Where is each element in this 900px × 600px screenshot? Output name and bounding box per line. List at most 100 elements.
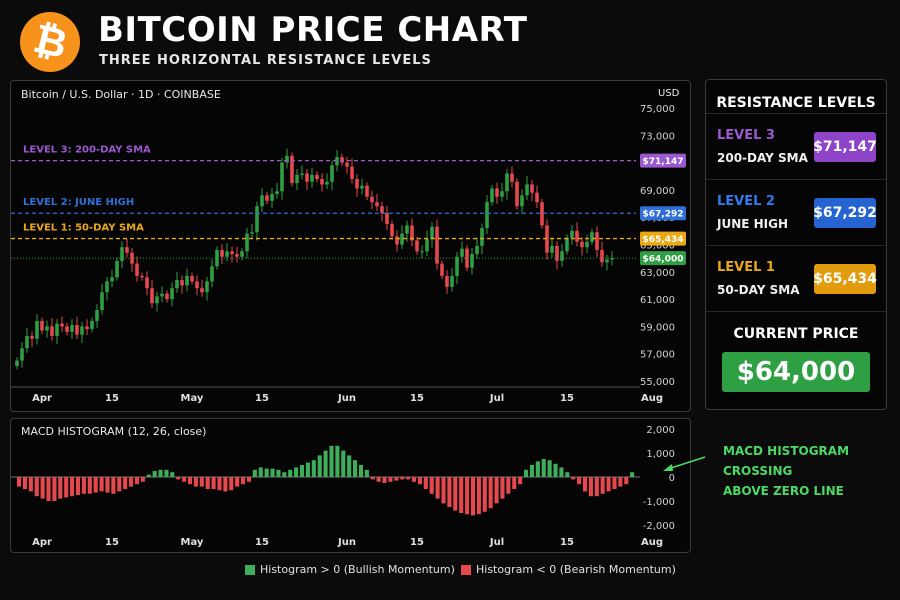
macd-histogram-bar	[134, 477, 139, 485]
macd-histogram-bar	[93, 477, 98, 493]
level-3-value: $71,147	[813, 132, 877, 162]
candle-body	[530, 184, 534, 193]
resistance-level-3: LEVEL 3 200-DAY SMA $71,147	[706, 113, 886, 180]
price-y-tick-label: 59,000	[640, 322, 675, 333]
macd-x-tick-label: Apr	[32, 537, 52, 548]
macd-histogram-bar	[529, 465, 534, 477]
macd-histogram-bar	[158, 469, 163, 477]
candle-body	[515, 181, 519, 207]
price-y-tick-label: 69,000	[640, 186, 675, 197]
candle-body	[250, 232, 254, 234]
macd-annotation: MACD HISTOGRAM CROSSING ABOVE ZERO LINE	[723, 441, 849, 501]
candle-body	[345, 162, 349, 167]
macd-histogram-bar	[518, 477, 523, 485]
macd-y-tick-label: 0	[669, 473, 675, 484]
candle-body	[535, 192, 539, 203]
macd-histogram-bar	[329, 445, 334, 477]
price-y-tick-label: 61,000	[640, 295, 675, 306]
candle-body	[40, 320, 44, 331]
bitcoin-logo: ₿	[20, 12, 80, 72]
macd-x-tick-label: 15	[105, 537, 119, 548]
candle-body	[270, 193, 274, 201]
candle-body	[470, 254, 474, 268]
candle-body	[295, 174, 299, 184]
candle-body	[85, 326, 89, 330]
candle-body	[180, 279, 184, 286]
resistance-line-label: LEVEL 1: 50-DAY SMA	[23, 223, 144, 234]
macd-histogram-bar	[600, 477, 605, 494]
resistance-line-label: LEVEL 2: JUNE HIGH	[23, 197, 134, 208]
level-2-name: JUNE HIGH	[717, 217, 789, 231]
candle-body	[135, 263, 139, 276]
macd-histogram-bar	[406, 477, 411, 480]
macd-histogram-bar	[282, 472, 287, 477]
macd-histogram-bar	[34, 477, 39, 497]
candle-body	[585, 241, 589, 248]
macd-x-tick-label: Aug	[641, 537, 663, 548]
macd-histogram-bar	[64, 477, 69, 498]
candle-body	[60, 323, 64, 327]
macd-histogram-bar	[535, 461, 540, 477]
macd-chart: 2,000 1,000 0 -1,000 -2,000 Apr 15 May 15 Jun 15 Ju…	[11, 425, 675, 548]
resistance-price-tag-text: $67,292	[643, 210, 684, 220]
candle-body	[570, 230, 574, 238]
candle-body	[185, 275, 189, 286]
candle-body	[155, 296, 159, 304]
macd-histogram-bar	[40, 477, 45, 499]
resistance-line-label: LEVEL 3: 200-DAY SMA	[23, 145, 151, 156]
macd-histogram-bar	[347, 455, 352, 477]
macd-histogram-bar	[358, 465, 364, 477]
candle-body	[485, 202, 489, 229]
macd-histogram-bar	[229, 477, 234, 491]
candle-body	[575, 230, 579, 242]
level-2-value: $67,292	[813, 198, 877, 228]
legend-positive: Histogram > 0 (Bullish Momentum)	[245, 563, 455, 576]
candle-body	[525, 184, 529, 196]
macd-histogram-bar	[246, 477, 252, 482]
macd-histogram-bar	[411, 477, 417, 482]
candle-body	[360, 185, 364, 189]
level-3-label: LEVEL 3	[717, 128, 775, 143]
candle-body	[415, 240, 419, 252]
price-x-tick-label: 15	[255, 393, 269, 404]
candle-body	[65, 326, 69, 332]
macd-histogram-bar	[317, 455, 322, 477]
macd-histogram-bar	[400, 477, 405, 480]
macd-histogram-bar	[182, 477, 187, 482]
macd-histogram-bar	[294, 467, 299, 477]
price-x-tick-label: Aug	[641, 393, 663, 404]
candle-body	[420, 251, 424, 253]
candle-body	[405, 225, 409, 234]
current-price-value: $64,000	[722, 352, 870, 392]
macd-x-tick-label: Jul	[489, 537, 504, 548]
macd-histogram-bar	[447, 477, 452, 507]
macd-x-tick-label: 15	[255, 537, 269, 548]
macd-histogram-bar	[22, 477, 27, 489]
macd-histogram-bar	[388, 477, 393, 482]
candle-body	[265, 195, 269, 201]
candle-body	[340, 157, 344, 163]
macd-histogram-bar	[376, 477, 381, 482]
candle-body	[510, 173, 514, 182]
macd-histogram-bar	[81, 477, 86, 494]
candle-body	[285, 155, 289, 163]
price-chart-panel: 75,00073,00071,00069,00067,00065,00063,0…	[10, 80, 691, 412]
candle-body	[395, 236, 399, 245]
macd-histogram-bar	[364, 469, 369, 477]
candle-body	[390, 224, 394, 237]
macd-histogram-bar	[217, 477, 222, 491]
macd-histogram-bar	[270, 468, 275, 477]
candle-body	[475, 245, 479, 255]
macd-x-tick-label: May	[181, 537, 204, 548]
macd-histogram-bar	[187, 477, 193, 485]
candle-body	[430, 226, 434, 240]
macd-histogram-bar	[494, 477, 499, 504]
candle-body	[165, 293, 169, 300]
candle-body	[15, 360, 19, 366]
candle-body	[425, 239, 429, 252]
macd-histogram-bar	[382, 477, 387, 483]
macd-histogram-bar	[58, 477, 63, 499]
candle-body	[90, 320, 94, 330]
candle-body	[290, 155, 294, 184]
candle-body	[315, 174, 319, 179]
